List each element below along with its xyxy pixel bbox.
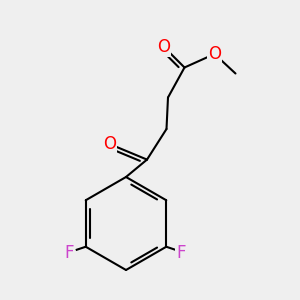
Text: O: O [103, 135, 116, 153]
Text: O: O [157, 38, 170, 56]
Text: O: O [208, 45, 221, 63]
Text: F: F [64, 244, 74, 262]
Text: F: F [176, 244, 186, 262]
